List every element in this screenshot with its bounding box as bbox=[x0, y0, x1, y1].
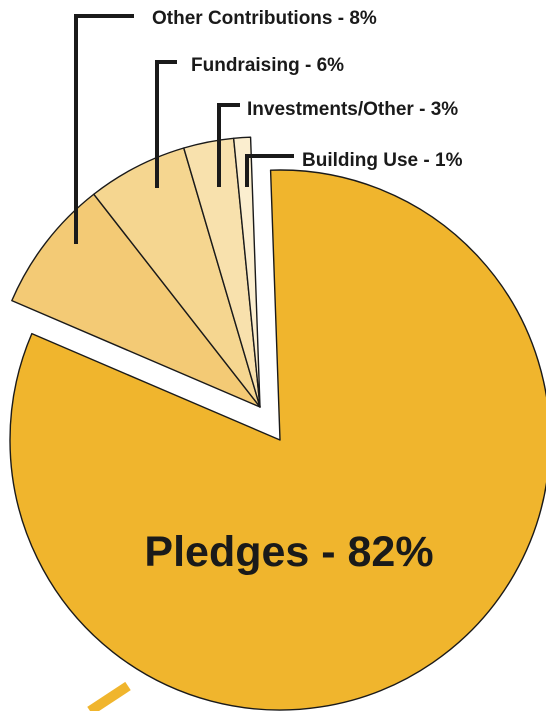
leader-line-building-use bbox=[245, 154, 294, 187]
decorative-accent-stroke bbox=[87, 681, 131, 711]
slice-building-use bbox=[232, 136, 261, 408]
leader-line-investments-other bbox=[217, 103, 240, 187]
leader-line-fundraising bbox=[155, 60, 177, 188]
callout-leaders bbox=[74, 14, 294, 244]
slice-other-contributions bbox=[11, 193, 261, 408]
slice-label-other-contributions: Other Contributions - 8% bbox=[152, 8, 377, 29]
slice-label-fundraising: Fundraising - 6% bbox=[191, 55, 344, 76]
slice-label-investments-other: Investments/Other - 3% bbox=[247, 99, 458, 120]
slice-label-pledges: Pledges - 82% bbox=[144, 528, 433, 576]
slice-pledges bbox=[9, 169, 546, 711]
leader-line-other-contributions bbox=[74, 14, 134, 244]
pie-slices bbox=[9, 136, 546, 711]
slice-label-building-use: Building Use - 1% bbox=[302, 150, 463, 171]
